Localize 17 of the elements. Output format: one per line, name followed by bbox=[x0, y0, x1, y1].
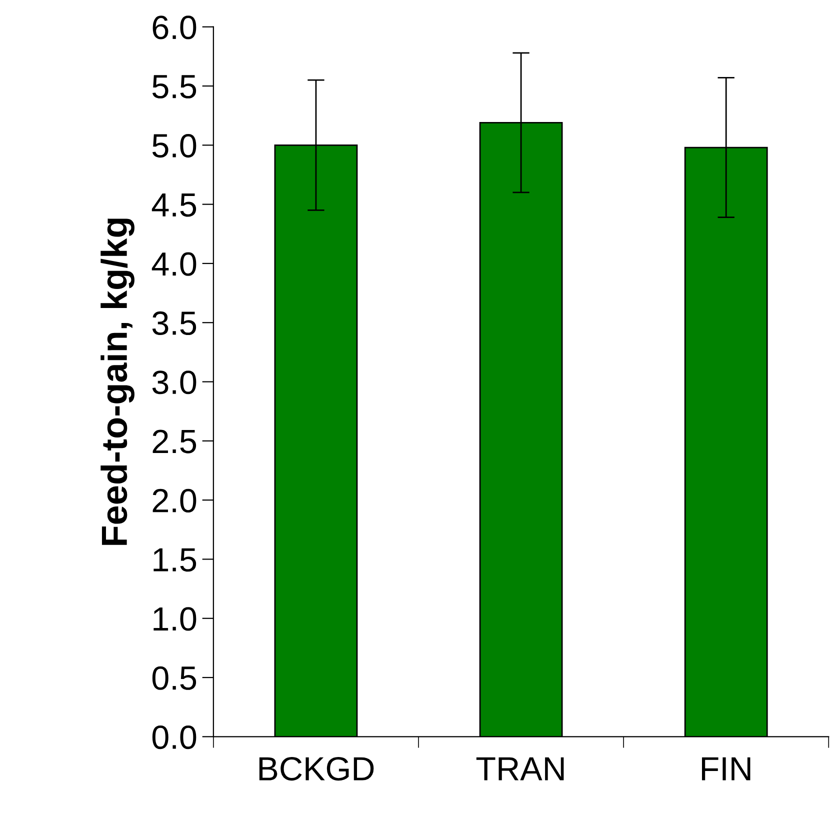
x-tick-label: FIN bbox=[702, 757, 750, 780]
y-tick-label: 4.0 bbox=[152, 252, 196, 276]
x-tick-label: TRAN bbox=[476, 757, 564, 780]
y-tick-label: 0.5 bbox=[152, 666, 196, 690]
y-tick-label: 1.5 bbox=[154, 548, 196, 572]
y-tick-label: 3.5 bbox=[152, 311, 196, 336]
y-tick-label: 6.0 bbox=[152, 16, 196, 40]
y-tick-label: 3.0 bbox=[152, 370, 196, 394]
y-axis-title: Feed-to-gain, kg/kg bbox=[100, 218, 134, 545]
y-tick-label: 1.0 bbox=[154, 607, 196, 631]
y-tick-label: 2.0 bbox=[152, 488, 196, 512]
y-tick-label: 5.0 bbox=[152, 134, 196, 158]
y-tick-label: 0.0 bbox=[152, 725, 196, 750]
x-tick-label: BCKGD bbox=[259, 756, 374, 781]
y-tick-label: 5.5 bbox=[152, 75, 196, 98]
y-tick-label: 2.5 bbox=[152, 430, 196, 454]
y-tick-label: 4.5 bbox=[152, 193, 196, 217]
